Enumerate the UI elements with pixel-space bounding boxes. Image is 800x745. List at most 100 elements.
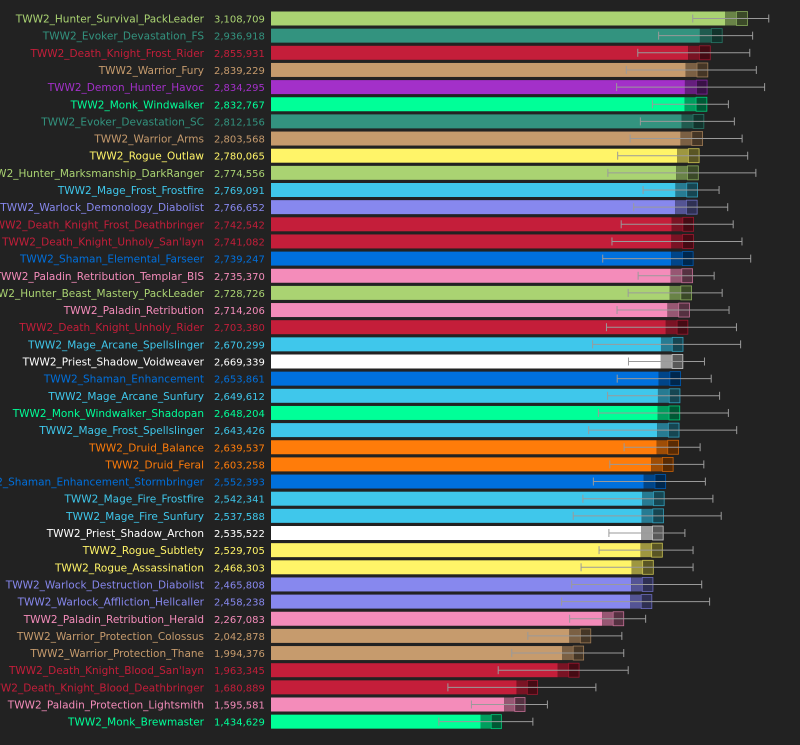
value-label: 1,595,581 (214, 701, 265, 712)
category-label: TWW2_Rogue_Subtlety (82, 545, 204, 557)
bar-row: TWW2_Mage_Frost_Spellslinger 2,643,426 (38, 422, 738, 438)
value-label: 2,537,588 (214, 512, 265, 523)
category-label: TWW2_Demon_Hunter_Havoc (47, 82, 205, 94)
bar-row: TWW2_Paladin_Retribution_Herald 2,267,083 (23, 611, 647, 627)
category-label: TWW2_Warrior_Protection_Thane (29, 648, 204, 660)
bar (271, 80, 685, 95)
bar-row: TWW2_Warrior_Protection_Colossus 2,042,87… (16, 628, 623, 644)
bar-row: TWW2_Mage_Arcane_Sunfury 2,649,612 (47, 388, 721, 404)
bar-row: TWW2_Monk_Windwalker 2,832,767 (70, 96, 729, 112)
bar (271, 440, 657, 455)
category-label: TWW2_Death_Knight_Unholy_San'layn (1, 236, 204, 248)
bar (271, 28, 700, 43)
bar-row: TWW2_Death_Knight_Unholy_Rider 2,703,380 (18, 319, 737, 335)
value-label: 2,535,522 (214, 529, 265, 540)
bar (271, 285, 670, 300)
bar-row: TWW2_Hunter_Survival_PackLeader 3,108,709 (15, 11, 770, 26)
bar-row: TWW2_Monk_Windwalker_Shadopan 2,648,204 (12, 405, 729, 421)
bar-row: TWW2_Mage_Fire_Sunfury 2,537,588 (65, 508, 722, 524)
bar-row: TWW2_Paladin_Protection_Lightsmith 1,595,… (7, 697, 548, 712)
value-label: 2,780,065 (214, 152, 265, 163)
bar (271, 62, 686, 77)
category-label: TWW2_Monk_Brewmaster (67, 717, 205, 729)
bar-row: TWW2_Warlock_Affliction_Hellcaller 2,458,… (17, 594, 711, 609)
value-label: 1,994,376 (214, 649, 265, 660)
bar (271, 251, 672, 266)
bar-row: TWW2_Warlock_Destruction_Diabolist 2,465,… (5, 577, 703, 592)
category-label: TWW2_Warrior_Arms (93, 134, 204, 146)
bar-row: TWW2_Paladin_Retribution_Templar_BIS 2,73… (0, 268, 715, 284)
category-label: TWW2_Warrior_Fury (98, 65, 204, 77)
category-label: TWW2_Death_Knight_Blood_Deathbringer (0, 682, 205, 694)
value-label: 2,741,082 (214, 237, 265, 248)
category-label: TWW2_Priest_Shadow_Archon (46, 528, 204, 540)
value-label: 2,468,303 (214, 563, 265, 574)
category-label: TWW2_Rogue_Assassination (54, 562, 204, 574)
bar-row: TWW2_Hunter_Beast_Mastery_PackLeader 2,72… (0, 285, 723, 301)
value-label: 2,649,612 (214, 392, 265, 403)
bar (271, 303, 668, 318)
category-label: TWW2_Warlock_Demonology_Diabolist (0, 202, 204, 214)
category-label: TWW2_Paladin_Retribution_Herald (23, 614, 204, 626)
value-label: 3,108,709 (214, 15, 265, 26)
bar-row: TWW2_Druid_Feral 2,603,258 (104, 456, 705, 472)
value-label: 2,769,091 (214, 186, 265, 197)
bar (271, 371, 659, 386)
bar-row: TWW2_Druid_Balance 2,639,537 (88, 439, 701, 455)
category-label: TWW2_Mage_Arcane_Sunfury (47, 391, 204, 403)
bar (271, 714, 481, 729)
bar (271, 320, 666, 335)
value-label: 2,670,299 (214, 340, 265, 351)
bar (271, 131, 681, 146)
bar-row: TWW2_Shaman_Elemental_Farseer 2,739,247 (19, 251, 752, 267)
bar-row: TWW2_Rogue_Subtlety 2,529,705 (82, 542, 694, 558)
bar-row: TWW2_Warlock_Demonology_Diabolist 2,766,6… (0, 199, 729, 215)
bar (271, 526, 642, 540)
value-label: 2,774,556 (214, 169, 265, 180)
category-label: TWW2_Death_Knight_Frost_Deathbringer (0, 219, 205, 231)
category-label: TWW2_Priest_Shadow_Voidweaver (22, 357, 205, 369)
value-label: 2,669,339 (214, 358, 265, 369)
bar (271, 594, 631, 609)
bar-row: TWW2_Death_Knight_Blood_San'layn 1,963,34… (8, 662, 629, 678)
bar (271, 491, 643, 506)
category-label: TWW2_Hunter_Survival_PackLeader (15, 14, 205, 26)
category-label: TWW2_Paladin_Protection_Lightsmith (7, 700, 204, 712)
value-label: 2,267,083 (214, 615, 265, 626)
bar (271, 663, 558, 678)
bar (271, 457, 652, 472)
value-label: 2,832,767 (214, 100, 265, 111)
value-label: 2,739,247 (214, 255, 265, 266)
bar-row: TWW2_Priest_Shadow_Archon 2,535,522 (46, 525, 686, 541)
category-label: TWW2_Hunter_Beast_Mastery_PackLeader (0, 288, 205, 300)
bar-row: TWW2_Evoker_Devastation_FS 2,936,918 (42, 28, 754, 44)
bar-row: TWW2_Warrior_Fury 2,839,229 (98, 62, 757, 78)
bar (271, 354, 661, 369)
bar-row: TWW2_Shaman_Enhancement_Stormbringer 2,55… (0, 474, 706, 489)
bar-row: TWW2_Evoker_Devastation_SC 2,812,156 (40, 114, 735, 129)
bar-row: TWW2_Warrior_Arms 2,803,568 (93, 131, 743, 146)
bar (271, 11, 725, 26)
value-label: 1,434,629 (214, 718, 265, 729)
category-label: TWW2_Shaman_Elemental_Farseer (19, 254, 205, 266)
value-label: 2,735,370 (214, 272, 265, 283)
bar-row: TWW2_Rogue_Assassination 2,468,303 (54, 559, 694, 575)
value-label: 2,714,206 (214, 306, 265, 317)
value-label: 2,803,568 (214, 135, 265, 146)
value-label: 1,680,889 (214, 683, 265, 694)
bar (271, 405, 658, 420)
category-label: TWW2_Hunter_Marksmanship_DarkRanger (0, 168, 205, 180)
bar-row: TWW2_Paladin_Retribution 2,714,206 (63, 302, 730, 318)
bar-row: TWW2_Mage_Fire_Frostfire 2,542,341 (64, 491, 714, 507)
category-label: TWW2_Death_Knight_Unholy_Rider (18, 322, 204, 334)
bar (271, 508, 642, 523)
value-label: 2,766,652 (214, 203, 265, 214)
value-label: 2,458,238 (214, 598, 265, 609)
bar-row: TWW2_Mage_Frost_Frostfire 2,769,091 (57, 182, 720, 198)
bar (271, 388, 658, 403)
bar-row: TWW2_Rogue_Outlaw 2,780,065 (89, 148, 749, 164)
category-label: TWW2_Paladin_Retribution_Templar_BIS (0, 271, 204, 283)
value-label: 2,812,156 (214, 117, 265, 128)
bar (271, 183, 676, 197)
category-label: TWW2_Evoker_Devastation_SC (40, 116, 204, 128)
